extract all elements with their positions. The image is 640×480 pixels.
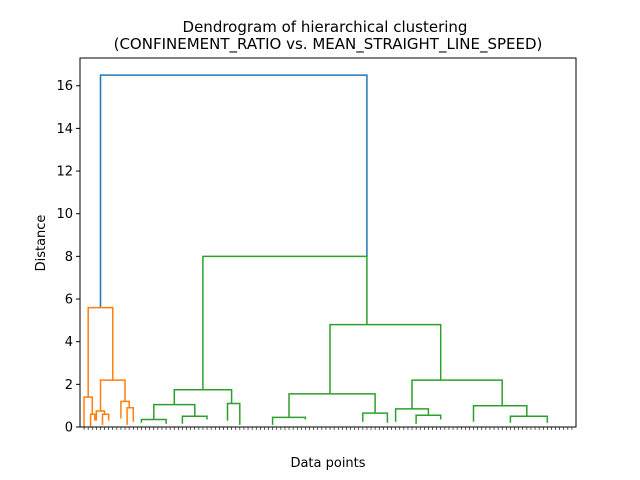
link-cluster_large-15: [329, 323, 442, 394]
link-cluster_large-11: [153, 403, 196, 420]
link-root-0: [99, 74, 368, 308]
link-cluster_large-9: [202, 255, 368, 390]
y-tick-label: 16: [56, 79, 73, 94]
link-cluster_large-23: [509, 415, 549, 423]
x-axis-label: Data points: [290, 456, 365, 471]
link-cluster_small-1: [87, 306, 114, 398]
y-axis-label: Distance: [34, 215, 49, 272]
link-cluster_large-10: [173, 388, 233, 405]
link-cluster_small-3: [89, 413, 96, 427]
link-cluster_large-14: [226, 402, 241, 425]
link-cluster_large-20: [394, 408, 430, 422]
link-cluster_small-7: [120, 400, 130, 419]
y-tick-label: 4: [65, 335, 73, 350]
link-cluster_large-18: [362, 412, 389, 423]
link-cluster_large-17: [271, 416, 307, 425]
y-tick-label: 8: [65, 250, 73, 265]
y-tick-label: 2: [65, 378, 73, 393]
y-tick-label: 12: [56, 165, 73, 180]
y-tick-label: 6: [65, 293, 73, 308]
link-cluster_large-13: [181, 415, 208, 424]
y-tick-label: 14: [56, 122, 73, 137]
link-cluster_small-4: [99, 379, 126, 411]
link-cluster_large-21: [415, 414, 442, 424]
link-cluster_large-22: [472, 404, 528, 422]
link-cluster_small-5: [95, 410, 106, 421]
link-cluster_small-8: [126, 407, 135, 425]
chart-title-line1: Dendrogram of hierarchical clustering: [183, 18, 468, 36]
link-cluster_large-16: [288, 393, 376, 418]
link-cluster_small-6: [101, 413, 110, 425]
y-axis: 0 2 4 6 8 10 12 14 16: [56, 79, 80, 436]
y-tick-label: 0: [65, 421, 73, 436]
link-cluster_small-2: [83, 396, 94, 427]
link-cluster_large-19: [411, 379, 503, 409]
plot-frame: [79, 57, 577, 428]
y-tick-label: 10: [56, 207, 73, 222]
link-cluster_large-12: [140, 418, 167, 424]
chart-title-line2: (CONFINEMENT_RATIO vs. MEAN_STRAIGHT_LIN…: [114, 35, 543, 54]
dendrogram-links: [83, 74, 549, 427]
